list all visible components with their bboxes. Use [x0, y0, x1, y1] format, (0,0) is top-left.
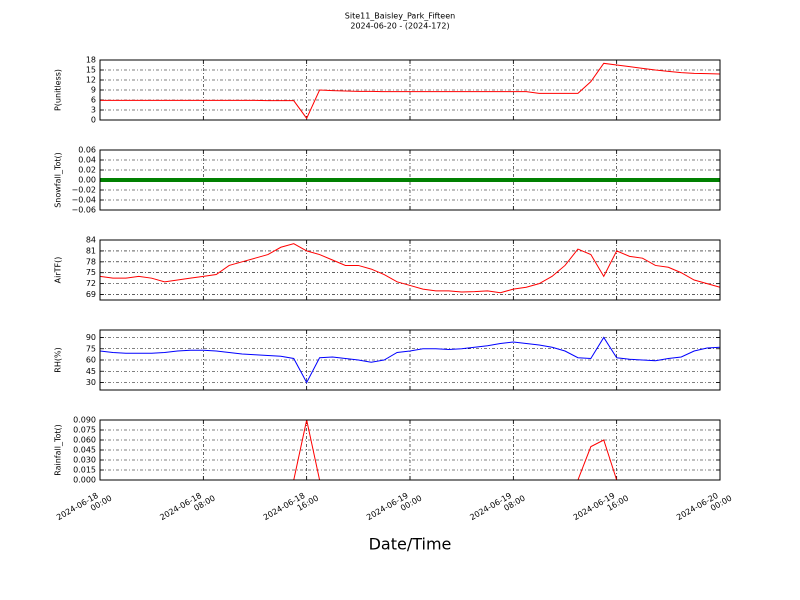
- y-tick-label: 60: [86, 356, 96, 365]
- y-tick-label: 0.075: [73, 426, 96, 435]
- axes-frame: [99, 239, 721, 301]
- y-tick-label: 0.06: [78, 146, 96, 155]
- axes-frame: [99, 419, 721, 481]
- y-tick-label: 0.02: [78, 166, 96, 175]
- y-tick-label: 78: [86, 257, 96, 266]
- y-tick-label: 6: [91, 96, 96, 105]
- y-tick-label: −0.06: [71, 206, 96, 215]
- axes-frame: [99, 149, 721, 211]
- chart-title: Site11_Baisley_Park_Fifteen: [345, 12, 455, 21]
- y-tick-label: 0.00: [78, 176, 96, 185]
- x-axis-label: Date/Time: [369, 535, 452, 554]
- y-tick-label: 72: [86, 279, 96, 288]
- y-tick-label: 69: [86, 290, 96, 299]
- y-tick-label: 0.000: [73, 476, 96, 485]
- y-tick-label: 18: [86, 56, 96, 65]
- y-tick-label: 84: [86, 236, 96, 245]
- y-tick-label: 0.060: [73, 436, 96, 445]
- data-line: [99, 336, 721, 384]
- axes-frame: [99, 329, 721, 391]
- y-axis-label: Snowfall_Tot(): [54, 152, 63, 208]
- chart-subtitle: 2024-06-20 - (2024-172): [350, 22, 449, 31]
- y-tick-label: 75: [86, 268, 96, 277]
- y-axis-label: P(unitless): [54, 69, 63, 111]
- y-axis-label: AirTF(): [54, 257, 63, 284]
- y-tick-label: −0.04: [71, 196, 96, 205]
- y-tick-label: 45: [86, 367, 96, 376]
- y-tick-label: 0.015: [73, 466, 96, 475]
- y-tick-label: 9: [91, 86, 96, 95]
- y-tick-label: 81: [86, 246, 96, 255]
- data-line: [99, 243, 721, 294]
- y-tick-label: 15: [86, 66, 96, 75]
- y-tick-label: 0.090: [73, 416, 96, 425]
- data-line: [100, 62, 721, 120]
- axes-frame: [99, 59, 721, 121]
- y-tick-label: 3: [91, 106, 96, 115]
- y-tick-label: −0.02: [71, 186, 96, 195]
- y-tick-label: 90: [86, 333, 96, 342]
- y-tick-label: 0.045: [73, 446, 96, 455]
- y-tick-label: 75: [86, 344, 96, 353]
- y-tick-label: 0.04: [78, 156, 96, 165]
- y-tick-label: 12: [86, 76, 96, 85]
- y-axis-label: RH(%): [54, 347, 63, 372]
- y-tick-label: 0: [91, 116, 96, 125]
- y-tick-label: 30: [86, 378, 96, 387]
- y-axis-label: Rainfall_Tot(): [54, 424, 63, 476]
- y-tick-label: 0.030: [73, 456, 96, 465]
